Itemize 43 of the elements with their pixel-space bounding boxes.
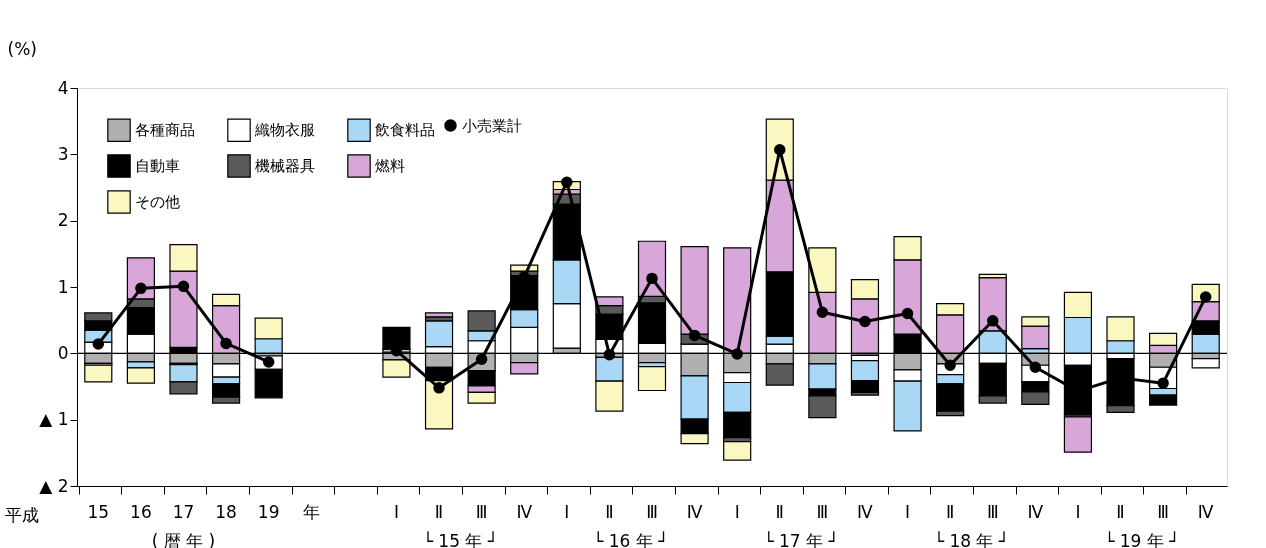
y-tick-label: 1 xyxy=(57,276,69,297)
x-tick-label: 年 xyxy=(302,501,320,522)
x-tick-label: 18 xyxy=(215,501,237,522)
y-tick-label: 2 xyxy=(57,210,69,231)
x-tick-label: Ⅰ xyxy=(905,501,911,522)
text: 平成 xyxy=(5,505,39,525)
x-tick-label: Ⅰ xyxy=(393,501,399,522)
legend-label: 自動車 xyxy=(135,157,180,175)
y-axis-title: (%) xyxy=(7,38,37,59)
x-tick-label: Ⅱ xyxy=(605,501,614,522)
x-tick-label: Ⅲ xyxy=(475,501,488,522)
legend-label: 飲食料品 xyxy=(375,121,435,140)
x-tick-label: Ⅳ xyxy=(686,501,703,522)
legend-label: 燃料 xyxy=(375,157,405,175)
y-tick-label: 3 xyxy=(57,143,69,164)
x-tick-label: 16 xyxy=(130,501,152,522)
x-tick-label: Ⅳ xyxy=(1027,501,1044,522)
x-tick-label: Ⅲ xyxy=(816,501,829,522)
y-tick-label: ▲ 2 xyxy=(39,475,69,496)
legend-label: 織物衣服 xyxy=(254,121,315,140)
x-tick-label: Ⅱ xyxy=(945,501,955,522)
legend-label: 各種商品 xyxy=(135,121,195,140)
x-tick-label: Ⅰ xyxy=(564,501,570,522)
x-tick-label: Ⅱ xyxy=(1116,501,1125,522)
x-tick-label: 17 xyxy=(172,501,195,522)
x-tick-label: Ⅳ xyxy=(1197,501,1214,522)
legend-label: 小売業計 xyxy=(462,116,522,135)
x-tick-label: Ⅳ xyxy=(857,501,874,522)
x-tick-label: 15 xyxy=(87,501,110,522)
legend-label: 機械器具 xyxy=(255,157,315,175)
x-tick-label: 19 xyxy=(257,501,280,522)
legend-label: その他 xyxy=(135,193,180,211)
y-tick-label: ▲ 1 xyxy=(39,409,69,430)
x-tick-label: Ⅲ xyxy=(986,501,999,522)
x-tick-label: Ⅰ xyxy=(1075,501,1081,522)
y-tick-label: 0 xyxy=(57,342,69,363)
x-tick-label: Ⅳ xyxy=(516,501,533,522)
x-tick-label: Ⅲ xyxy=(646,501,658,522)
y-tick-label: 4 xyxy=(57,77,69,98)
x-tick-label: Ⅰ xyxy=(734,501,740,522)
x-tick-label: Ⅲ xyxy=(1157,501,1169,522)
x-tick-label: Ⅱ xyxy=(775,501,784,522)
x-tick-label: Ⅱ xyxy=(434,501,444,522)
